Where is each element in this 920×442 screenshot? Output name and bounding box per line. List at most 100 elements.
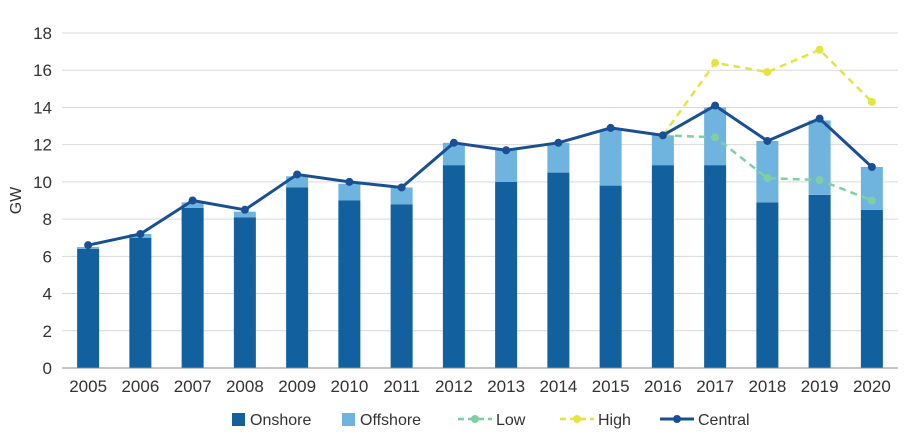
x-tick-label: 2008 <box>226 377 264 396</box>
legend-label-central: Central <box>698 412 750 429</box>
point-high <box>763 68 772 77</box>
y-tick-label: 16 <box>33 61 52 80</box>
legend-item-high: High <box>560 412 631 429</box>
x-tick-label: 2015 <box>592 377 630 396</box>
point-low <box>763 174 772 183</box>
bar-onshore <box>651 165 674 368</box>
x-tick-labels: 2005 2006 2007 2008 2009 2010 2011 2012 2013 2014… <box>69 377 891 396</box>
x-tick-label: 2011 <box>383 377 420 396</box>
point-central <box>240 205 249 214</box>
bar-onshore <box>233 217 256 368</box>
bar-offshore <box>286 176 309 188</box>
x-tick-label: 2014 <box>539 377 577 396</box>
bar-onshore <box>756 202 779 368</box>
x-tick-label: 2006 <box>121 377 159 396</box>
point-central <box>502 146 511 155</box>
bar-onshore <box>181 207 204 368</box>
bar-offshore <box>338 183 361 201</box>
x-tick-label: 2009 <box>278 377 316 396</box>
y-tick-label: 8 <box>43 210 52 229</box>
point-central <box>711 101 720 110</box>
bar-offshore <box>547 142 570 173</box>
x-tick-label: 2012 <box>435 377 473 396</box>
point-central <box>84 241 93 250</box>
point-central <box>554 138 563 147</box>
point-low <box>867 196 876 205</box>
y-tick-label: 2 <box>43 322 52 341</box>
bar-offshore <box>808 120 831 195</box>
point-central <box>606 123 615 132</box>
y-tick-label: 4 <box>43 285 52 304</box>
bar-onshore <box>442 165 465 368</box>
series-lines <box>84 45 876 250</box>
bar-onshore <box>77 248 100 368</box>
point-central <box>815 114 824 123</box>
legend-item-offshore: Offshore <box>342 412 421 429</box>
legend-marker-high <box>573 415 581 423</box>
legend-label-low: Low <box>496 412 526 429</box>
point-high <box>815 45 824 54</box>
bar-onshore <box>390 204 413 368</box>
y-tick-label: 10 <box>33 173 52 192</box>
legend-item-onshore: Onshore <box>232 412 311 429</box>
point-central <box>397 183 406 192</box>
legend: Onshore Offshore Low High Central <box>232 412 750 429</box>
legend-item-low: Low <box>458 412 526 429</box>
point-low <box>815 176 824 185</box>
x-tick-label: 2017 <box>696 377 734 396</box>
point-high <box>711 58 720 67</box>
point-central <box>293 170 302 179</box>
point-central <box>188 196 197 205</box>
point-central <box>763 136 772 145</box>
point-central <box>658 131 667 140</box>
bar-offshore <box>495 150 518 182</box>
x-tick-label: 2016 <box>644 377 682 396</box>
bar-onshore <box>286 187 309 368</box>
bar-onshore <box>129 237 152 368</box>
bar-onshore <box>860 209 883 368</box>
legend-label-high: High <box>598 412 631 429</box>
legend-marker-central <box>673 415 681 423</box>
bar-offshore <box>181 202 204 208</box>
bar-onshore <box>547 172 570 368</box>
x-tick-label: 2007 <box>174 377 212 396</box>
bar-onshore <box>338 200 361 368</box>
x-tick-label: 2005 <box>69 377 107 396</box>
line-high <box>661 48 873 137</box>
y-tick-label: 0 <box>43 359 52 378</box>
bar-onshore <box>495 181 518 368</box>
bar-onshore <box>599 185 622 368</box>
legend-swatch-offshore <box>342 413 355 426</box>
bar-offshore <box>651 135 674 166</box>
bar-offshore <box>599 129 622 186</box>
bars <box>77 107 883 368</box>
y-tick-labels: 0 2 4 6 8 10 12 14 16 18 <box>33 24 52 378</box>
point-central <box>136 230 145 238</box>
legend-marker-low <box>471 415 479 423</box>
bar-offshore <box>390 187 413 205</box>
bar-onshore <box>704 165 727 368</box>
bar-onshore <box>808 194 831 368</box>
legend-swatch-onshore <box>232 413 245 426</box>
x-tick-label: 2018 <box>748 377 786 396</box>
x-tick-label: 2013 <box>487 377 525 396</box>
point-central <box>449 138 458 147</box>
y-tick-label: 6 <box>43 247 52 266</box>
bar-offshore <box>233 211 256 218</box>
bar-offshore <box>756 140 779 203</box>
x-tick-label: 2020 <box>853 377 891 396</box>
x-tick-label: 2019 <box>801 377 839 396</box>
point-high <box>867 97 876 106</box>
x-tick-label: 2010 <box>330 377 368 396</box>
y-tick-label: 12 <box>33 136 52 155</box>
legend-label-onshore: Onshore <box>250 412 311 429</box>
legend-label-offshore: Offshore <box>360 412 421 429</box>
point-central <box>345 177 354 186</box>
point-central <box>867 163 876 171</box>
point-low <box>711 133 720 142</box>
y-axis-title: GW <box>8 186 25 214</box>
line-central <box>87 104 873 247</box>
y-tick-label: 18 <box>33 24 52 43</box>
